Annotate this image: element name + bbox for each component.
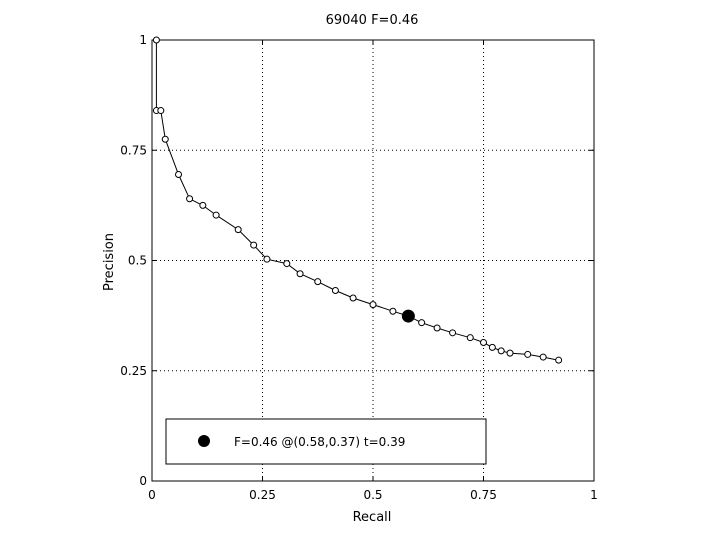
data-point (433, 324, 441, 332)
data-point (161, 135, 169, 143)
data-point (497, 347, 505, 355)
legend-marker-filled-circle (198, 435, 210, 447)
highlight-group (401, 309, 415, 323)
x-tick-label: 0.5 (363, 488, 382, 502)
data-point (349, 294, 357, 302)
data-point (449, 329, 457, 337)
x-tick-label: 0.25 (249, 488, 276, 502)
data-point (524, 350, 532, 358)
axis-tick-labels: 0 0.25 0.5 0.75 1 0 0.25 0.5 0.75 1 (120, 33, 598, 502)
data-point (283, 260, 291, 268)
data-point (418, 319, 426, 327)
data-point (296, 270, 304, 278)
data-point (488, 343, 496, 351)
data-point (389, 307, 397, 315)
grid-lines (152, 40, 594, 481)
data-point (186, 195, 194, 203)
x-tick-label: 1 (590, 488, 598, 502)
legend-label: F=0.46 @(0.58,0.37) t=0.39 (234, 435, 405, 449)
data-point (466, 334, 474, 342)
data-point (263, 255, 271, 263)
y-axis-title: Precision (102, 233, 117, 291)
data-point (199, 201, 207, 209)
data-point (314, 278, 322, 286)
best-f-point (401, 309, 415, 323)
data-point (175, 171, 183, 179)
data-point (152, 36, 160, 44)
data-point (234, 226, 242, 234)
data-point (480, 339, 487, 347)
data-point (212, 211, 220, 219)
data-point (539, 353, 547, 361)
data-point (369, 301, 377, 309)
y-tick-label: 0.25 (120, 364, 147, 378)
x-axis-title: Recall (353, 510, 392, 525)
y-tick-label: 0 (139, 474, 147, 488)
data-point (555, 356, 563, 364)
y-tick-label: 0.75 (120, 143, 147, 157)
data-point (157, 107, 165, 115)
data-point (506, 349, 514, 357)
chart-title: 69040 F=0.46 (326, 13, 419, 28)
x-tick-label: 0.75 (470, 488, 497, 502)
legend-frame (165, 418, 487, 465)
x-tick-label: 0 (148, 488, 156, 502)
series-line-group (155, 40, 559, 361)
y-tick-label: 0.5 (128, 254, 147, 268)
y-tick-label: 1 (139, 33, 147, 47)
legend-box: F=0.46 @(0.58,0.37) t=0.39 (165, 418, 487, 465)
series-line (155, 40, 559, 361)
series-points-group (152, 36, 563, 364)
data-point (250, 241, 258, 249)
data-point (331, 286, 339, 294)
